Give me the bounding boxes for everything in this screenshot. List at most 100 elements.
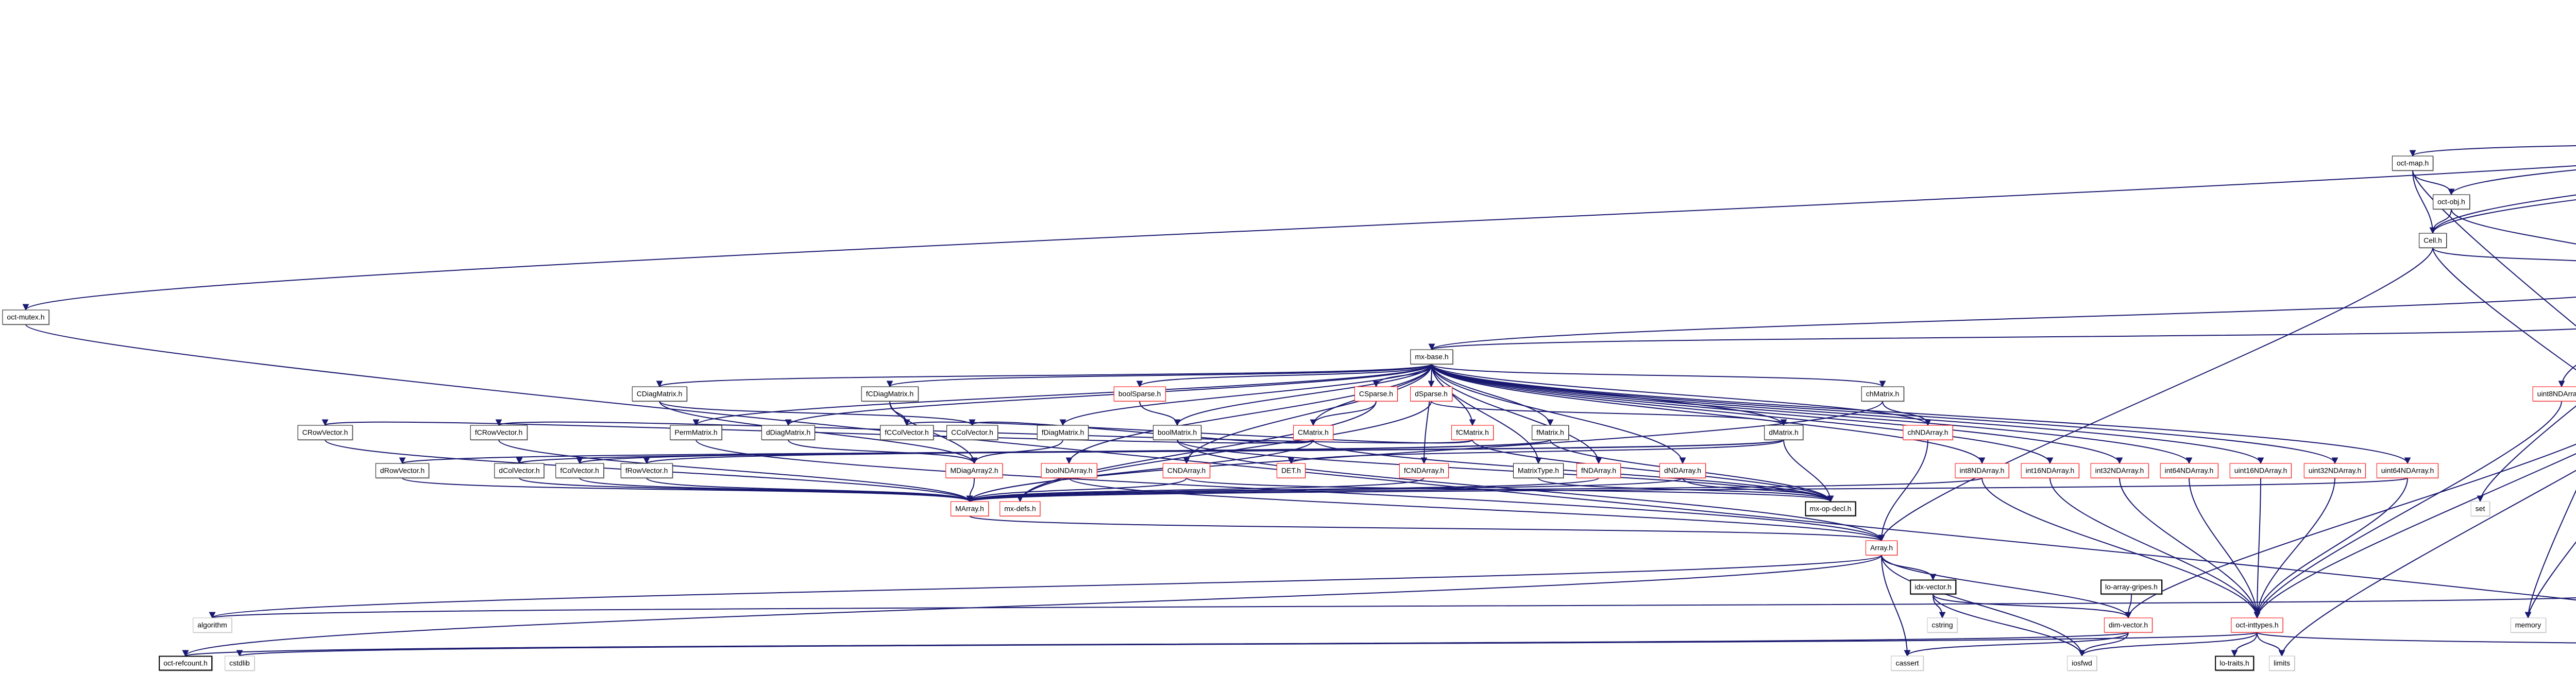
include-edge [2231,632,2258,657]
graph-node[interactable]: CNDArray.h [1162,463,1211,478]
graph-node[interactable]: oct-map.h [2392,156,2434,171]
graph-node[interactable]: cstdlib [225,655,255,671]
graph-node[interactable]: MDiagArray2.h [945,463,1003,478]
graph-node[interactable]: chNDArray.h [1903,425,1953,440]
include-edge [1431,364,2264,464]
graph-node[interactable]: Cell.h [2419,233,2447,248]
graph-node[interactable]: oct-refcount.h [159,655,212,671]
graph-node[interactable]: uint64NDArray.h [2376,463,2439,478]
graph-node[interactable]: lo-traits.h [2215,655,2254,671]
include-edge [2448,169,2576,196]
include-edge [1065,364,1432,464]
include-edge [2119,477,2261,619]
include-edge [1431,364,1986,464]
graph-node[interactable]: mx-op-decl.h [1805,501,1856,516]
include-edge [2412,170,2576,327]
include-edge [2429,194,2576,234]
graph-node[interactable]: CColVector.h [946,425,998,440]
include-edge [1431,364,1554,426]
include-edge [2451,209,2576,245]
include-edge [1420,364,1432,464]
include-edge [2524,541,2576,619]
graph-node[interactable]: fCNDArray.h [1399,463,1449,478]
graph-node[interactable]: mx-base.h [1410,349,1453,365]
include-edge [1904,632,2129,657]
graph-node[interactable]: dim-vector.h [2104,617,2153,633]
graph-node[interactable]: int16NDArray.h [2021,463,2079,478]
include-edge [402,477,973,503]
graph-node[interactable]: fCRowVector.h [470,425,528,440]
graph-node[interactable]: lo-array-gripes.h [2100,579,2162,595]
graph-node[interactable]: iosfwd [2067,655,2097,671]
include-edge [969,419,1314,444]
graph-node[interactable]: set [2470,501,2490,516]
include-edge [1981,477,2261,619]
include-edge [2253,477,2261,619]
graph-node[interactable]: boolSparse.h [1113,386,1166,402]
graph-node[interactable]: limits [2269,655,2295,671]
graph-node[interactable]: algorithm [193,617,232,633]
graph-node[interactable]: DET.h [1276,463,1306,478]
graph-node[interactable]: dSparse.h [1410,386,1452,402]
graph-node[interactable]: boolNDArray.h [1041,463,1097,478]
graph-node[interactable]: dNDArray.h [1659,463,1706,478]
graph-node[interactable]: int64NDArray.h [2160,463,2218,478]
graph-node[interactable]: boolMatrix.h [1153,425,1202,440]
graph-node[interactable]: oct-mutex.h [2,309,49,325]
include-edge [1431,364,2411,464]
include-edge [2253,477,2408,619]
graph-node[interactable]: CRowVector.h [297,425,353,440]
graph-node[interactable]: MatrixType.h [1513,463,1564,478]
graph-node[interactable]: dMatrix.h [1764,425,1803,440]
graph-node[interactable]: fDiagMatrix.h [1037,425,1089,440]
graph-node[interactable]: fCDiagMatrix.h [861,386,919,402]
graph-node[interactable]: chMatrix.h [1861,386,1904,402]
include-edge [2125,594,2132,619]
graph-node[interactable]: MArray.h [951,501,989,516]
graph-node[interactable]: Array.h [1865,540,1898,556]
graph-node[interactable]: uint16NDArray.h [2229,463,2292,478]
include-edge [1431,364,2054,464]
include-edge [2429,199,2576,234]
include-edge [1933,594,1946,619]
include-edge [646,477,973,503]
graph-node[interactable]: dRowVector.h [375,463,430,478]
include-edge [2432,247,2576,262]
graph-node[interactable]: mx-defs.h [999,501,1041,516]
graph-node[interactable]: CSparse.h [1354,386,1398,402]
graph-node[interactable]: oct-obj.h [2433,194,2470,210]
include-edge [1431,364,1686,464]
graph-node[interactable]: uint8NDArray.h [2532,386,2576,402]
graph-node[interactable]: fMatrix.h [1532,425,1569,440]
include-edge [886,364,1432,388]
include-edge [971,439,1063,464]
include-edge [1431,401,1787,426]
graph-node[interactable]: cstring [1927,617,1958,633]
graph-node[interactable]: dDiagMatrix.h [761,425,816,440]
graph-node[interactable]: idx-vector.h [1910,579,1956,595]
graph-node[interactable]: CDiagMatrix.h [632,386,687,402]
graph-node[interactable]: int8NDArray.h [1955,463,2009,478]
include-edge [25,324,2576,601]
graph-node[interactable]: memory [2510,617,2546,633]
include-edge [1472,439,1834,503]
graph-node[interactable]: dColVector.h [494,463,545,478]
graph-node[interactable]: cassert [1891,655,1924,671]
graph-node[interactable]: CMatrix.h [1293,425,1333,440]
graph-node[interactable]: fCMatrix.h [1451,425,1494,440]
include-edge [966,477,1599,503]
include-edge [692,364,1432,426]
graph-node[interactable]: oct-inttypes.h [2231,617,2283,633]
graph-node[interactable]: fNDArray.h [1576,463,1621,478]
graph-node[interactable]: fRowVector.h [620,463,673,478]
include-edge [889,401,910,426]
graph-node[interactable]: fColVector.h [555,463,604,478]
include-edge [498,439,973,503]
graph-node[interactable]: PermMatrix.h [670,425,722,440]
include-edge [1429,328,2576,351]
graph-node[interactable]: uint32NDArray.h [2303,463,2366,478]
graph-node[interactable]: int32NDArray.h [2090,463,2149,478]
graph-node[interactable]: fCColVector.h [880,425,934,440]
include-edge [788,439,978,464]
include-edge [1431,364,2193,464]
